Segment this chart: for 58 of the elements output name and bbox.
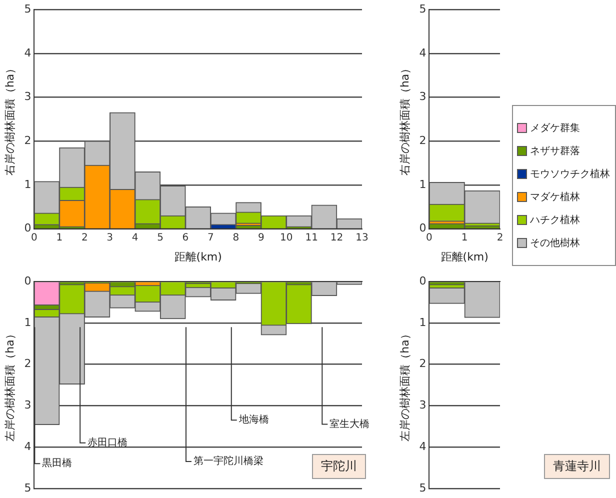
- y-tick-label: 5: [24, 481, 32, 494]
- y-axis-title: 右岸の樹林面積（ha）: [398, 62, 412, 176]
- legend-label: ネザサ群落: [530, 144, 580, 158]
- x-tick-label: 7: [208, 232, 214, 244]
- x-tick-label: 2: [496, 232, 504, 244]
- text: 青蓮寺川: [544, 454, 610, 480]
- y-tick-label: 0: [419, 274, 426, 288]
- y-axis-title: 左岸の樹林面積（ha）: [3, 328, 16, 442]
- x-tick-label: 1: [56, 232, 63, 244]
- y-tick-label: 1: [419, 316, 426, 329]
- y-tick-label: 2: [24, 134, 32, 147]
- y-tick-label: 5: [24, 2, 32, 16]
- x-tick-label: 8: [232, 232, 240, 244]
- y-tick-label: 4: [419, 440, 426, 453]
- x-tick-label: 12: [330, 232, 344, 244]
- y-axis-title: 右岸の樹林面積（ha）: [3, 62, 16, 176]
- x-tick-label: 1: [461, 232, 468, 244]
- x-tick-label: 4: [132, 232, 138, 244]
- legend-label: ハチク植林: [530, 214, 580, 227]
- y-tick-label: 2: [24, 357, 32, 370]
- x-tick-label: 13: [356, 232, 368, 244]
- y-tick-label: 3: [419, 398, 426, 412]
- y-axis-title: 左岸の樹林面積（ha）: [398, 328, 412, 442]
- legend-label: マダケ植林: [530, 190, 580, 204]
- y-tick-label: 3: [24, 398, 32, 412]
- legend-label: その他樹林: [530, 236, 580, 250]
- y-tick-label: 4: [419, 46, 426, 60]
- y-tick-label: 3: [419, 90, 426, 104]
- legend-label: モウソウチク植林: [530, 168, 610, 181]
- y-tick-label: 1: [419, 178, 426, 191]
- y-tick-label: 3: [24, 90, 32, 104]
- y-tick-label: 2: [419, 134, 426, 147]
- y-tick-label: 0: [24, 274, 32, 288]
- x-tick-label: 3: [106, 232, 114, 244]
- y-tick-label: 1: [24, 316, 32, 329]
- ref-line-label: 黒田橋: [42, 457, 72, 470]
- x-tick-label: 9: [258, 232, 264, 244]
- ref-line-label: 赤田口橋: [88, 436, 128, 448]
- ref-line-label: 室生大橋: [330, 418, 370, 430]
- y-tick-label: 5: [419, 2, 426, 16]
- x-axis-title: 距離(km): [174, 250, 222, 264]
- y-tick-label: 0: [24, 222, 32, 235]
- y-tick-label: 0: [419, 222, 426, 235]
- y-tick-label: 4: [24, 440, 32, 453]
- x-tick-label: 10: [280, 232, 293, 244]
- y-tick-label: 5: [419, 481, 426, 494]
- x-axis-title: 距離(km): [440, 250, 488, 264]
- x-tick-label: 2: [81, 232, 88, 244]
- annotation: 宇陀川: [312, 454, 366, 480]
- y-tick-label: 2: [419, 357, 426, 370]
- y-tick-label: 1: [24, 178, 32, 191]
- y-tick-label: 4: [24, 46, 32, 60]
- legend-label: メダケ群集: [530, 122, 580, 135]
- x-tick-label: 6: [182, 232, 189, 244]
- ref-line-label: 地海橋: [238, 414, 269, 426]
- x-tick-label: 11: [305, 232, 318, 244]
- ref-line-label: 第一宇陀川橋梁: [193, 455, 264, 468]
- x-tick-label: 5: [157, 232, 164, 244]
